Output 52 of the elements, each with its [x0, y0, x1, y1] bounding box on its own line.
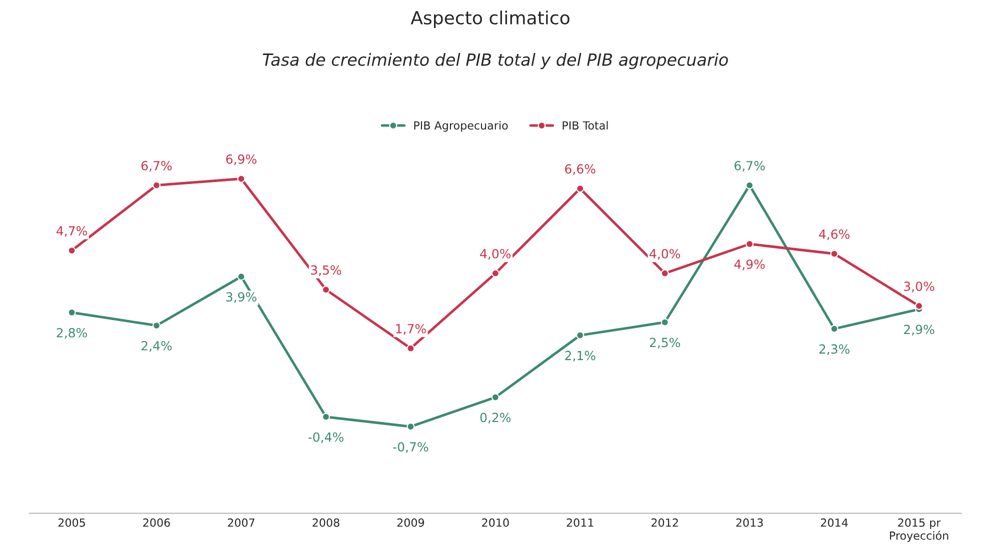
point [491, 393, 500, 402]
point [746, 240, 754, 248]
point [406, 422, 415, 431]
text: Aspecto climatico [410, 10, 570, 28]
data-label: 4,0% [480, 248, 511, 260]
point [152, 181, 161, 190]
legend-label: PIB Total [562, 121, 608, 130]
data-label: 4,9% [734, 260, 765, 270]
data-label: 2,4% [142, 341, 172, 352]
chart-title: Tasa de crecimiento del PIB total y del PIB agropecuario [262, 53, 728, 70]
data-label: 4,0% [650, 248, 680, 260]
x-tick-label: 2015 pr Proyección [890, 518, 948, 542]
data-label: -0,4% [308, 432, 344, 444]
x-tick-label: 2006 [143, 518, 170, 527]
point [322, 286, 330, 294]
legend-label: PIB Agropecuario [414, 121, 508, 132]
x-tick-label: 2008 [312, 518, 340, 527]
data-label: 3,5% [311, 265, 342, 276]
point [237, 272, 246, 281]
point [660, 269, 669, 278]
data-label: 3,0% [904, 282, 934, 292]
point [491, 269, 500, 278]
data-label: 4,7% [56, 226, 87, 237]
x-tick-label: 2011 [566, 518, 594, 527]
data-label: 3,9% [226, 292, 256, 303]
data-label: 6,9% [226, 154, 256, 166]
data-label: 1,7% [396, 324, 426, 335]
point [576, 331, 584, 340]
point [237, 174, 246, 183]
point [406, 344, 415, 352]
point [660, 318, 669, 326]
data-label: 6,7% [142, 160, 172, 172]
data-label: 6,7% [734, 160, 765, 172]
x-tick-label: 2010 [482, 518, 509, 527]
data-label: 4,6% [819, 229, 850, 240]
point [830, 250, 838, 258]
x-tick-label: 2009 [397, 518, 424, 527]
x-tick-label: 2014 [820, 518, 848, 527]
point [576, 184, 584, 193]
x-tick-label: 2013 [736, 518, 763, 527]
data-label: -0,7% [393, 442, 428, 453]
data-label: 2,8% [56, 328, 87, 339]
data-label: 2,1% [565, 350, 596, 362]
x-tick-label: 2012 [652, 518, 678, 527]
data-label: 2,3% [819, 344, 850, 356]
data-label: 0,2% [480, 412, 511, 424]
data-label: 6,6% [565, 164, 596, 175]
x-tick-label: 2005 [58, 518, 85, 527]
data-label: 2,9% [904, 324, 934, 336]
point [830, 324, 838, 333]
data-label: 2,5% [650, 338, 680, 348]
x-tick-label: 2007 [228, 518, 254, 527]
